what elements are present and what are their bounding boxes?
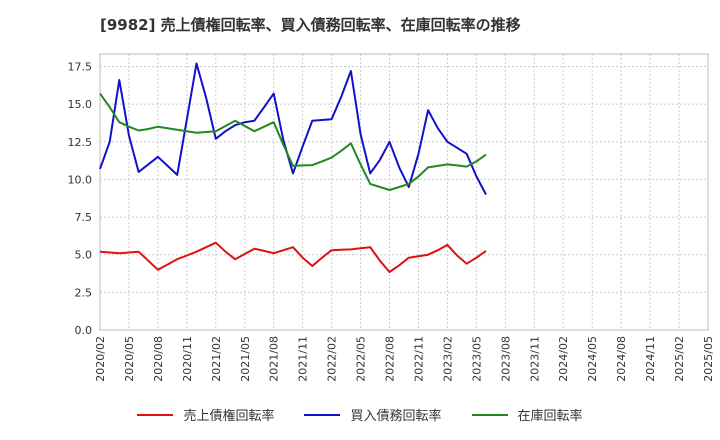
legend-swatch: [137, 413, 174, 416]
x-tick-label: 2024/02: [557, 336, 570, 382]
y-tick-label: 17.5: [68, 60, 93, 73]
y-tick-label: 5.0: [75, 249, 93, 262]
x-tick-label: 2021/08: [268, 336, 281, 382]
series-line-0: [99, 241, 487, 273]
x-tick-label: 2025/05: [702, 336, 715, 382]
x-tick-label: 2020/02: [94, 336, 107, 382]
legend-item-1: 買入債務回転率: [304, 405, 442, 424]
x-tick-label: 2021/11: [297, 336, 310, 382]
x-tick-label: 2022/02: [326, 336, 339, 382]
legend-item-2: 在庫回転率: [471, 405, 583, 424]
y-tick-label: 10.0: [68, 173, 93, 186]
x-tick-label: 2023/08: [499, 336, 512, 382]
x-tick-label: 2023/05: [470, 336, 483, 382]
x-tick-label: 2021/02: [210, 336, 223, 382]
legend-swatch: [304, 413, 341, 416]
x-tick-label: 2020/11: [181, 336, 194, 382]
y-tick-label: 15.0: [68, 98, 93, 111]
x-tick-label: 2020/08: [152, 336, 165, 382]
x-tick-label: 2020/05: [123, 336, 136, 382]
series-line-1: [99, 62, 487, 195]
chart-title: [9982] 売上債権回転率、買入債務回転率、在庫回転率の推移: [100, 16, 521, 34]
x-tick-label: 2023/02: [441, 336, 454, 382]
x-tick-label: 2023/11: [528, 336, 541, 382]
x-tick-label: 2022/08: [384, 336, 397, 382]
y-tick-label: 0.0: [75, 324, 93, 337]
series-line-2: [99, 93, 487, 191]
y-tick-label: 7.5: [75, 211, 93, 224]
legend-label: 買入債務回転率: [350, 409, 442, 424]
y-tick-label: 12.5: [68, 136, 93, 149]
plot-frame: [99, 53, 709, 331]
legend: 売上債権回転率 買入債務回転率 在庫回転率: [0, 405, 720, 424]
x-tick-label: 2022/11: [412, 336, 425, 382]
legend-item-0: 売上債権回転率: [137, 405, 274, 424]
x-tick-label: 2024/08: [615, 336, 628, 382]
x-tick-label: 2021/05: [239, 336, 252, 382]
legend-swatch: [471, 413, 508, 416]
x-tick-label: 2025/02: [673, 336, 686, 382]
legend-label: 売上債権回転率: [183, 409, 275, 424]
x-tick-label: 2024/05: [586, 336, 599, 382]
y-tick-label: 2.5: [75, 286, 93, 299]
x-tick-label: 2022/05: [355, 336, 368, 382]
legend-label: 在庫回転率: [517, 409, 583, 424]
x-tick-label: 2024/11: [644, 336, 657, 382]
